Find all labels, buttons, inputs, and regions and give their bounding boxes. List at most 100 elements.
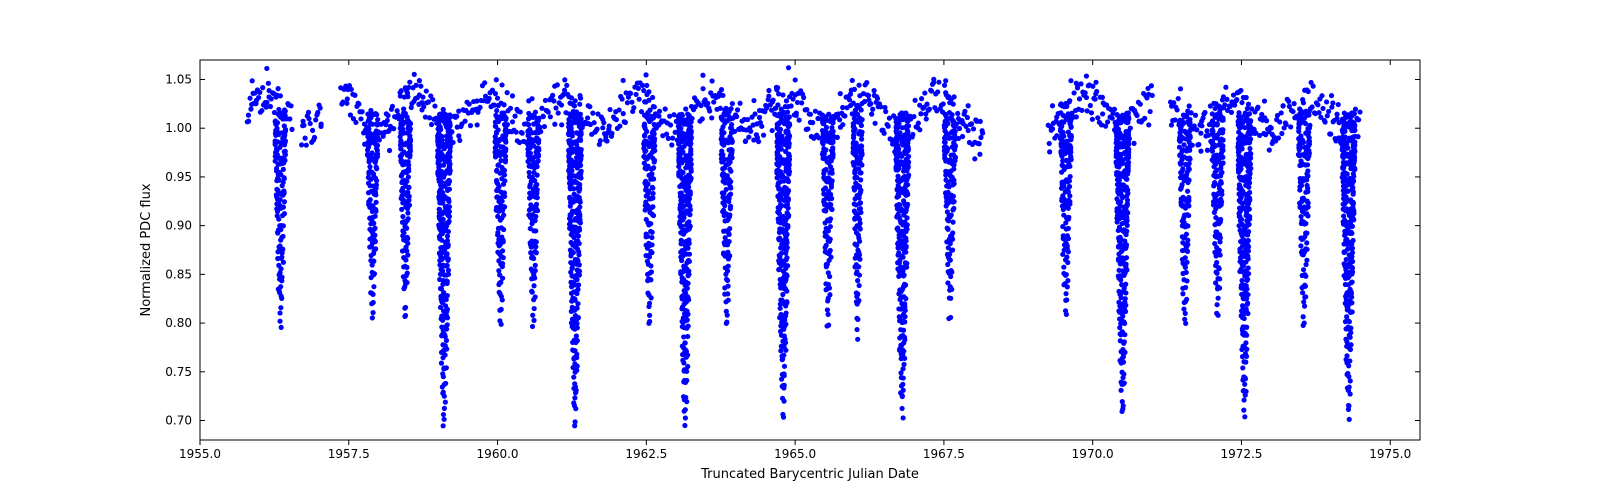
data-point <box>830 155 835 160</box>
data-point <box>375 154 380 159</box>
data-point <box>551 98 556 103</box>
data-point <box>372 233 377 238</box>
data-point <box>1247 206 1252 211</box>
data-point <box>536 152 541 157</box>
data-point <box>288 103 293 108</box>
data-point <box>385 113 390 118</box>
data-point <box>445 307 450 312</box>
data-point <box>371 284 376 289</box>
data-point <box>572 395 577 400</box>
data-point <box>787 154 792 159</box>
data-point <box>503 117 508 122</box>
data-point <box>530 324 535 329</box>
data-point <box>406 174 411 179</box>
data-point <box>457 138 462 143</box>
data-point <box>1326 109 1331 114</box>
data-point <box>1247 180 1252 185</box>
data-point <box>535 173 540 178</box>
data-point <box>573 98 578 103</box>
data-point <box>951 194 956 199</box>
data-point <box>1121 360 1126 365</box>
data-point <box>1243 376 1248 381</box>
data-point <box>1247 171 1252 176</box>
data-point <box>927 106 932 111</box>
data-point <box>1083 90 1088 95</box>
data-point <box>1066 111 1071 116</box>
data-point <box>1122 381 1127 386</box>
data-point <box>952 147 957 152</box>
data-point <box>436 120 441 125</box>
data-point <box>1047 141 1052 146</box>
data-point <box>858 177 863 182</box>
data-point <box>905 165 910 170</box>
data-point <box>1071 90 1076 95</box>
y-tick-label: 0.90 <box>165 219 192 233</box>
data-point <box>649 242 654 247</box>
x-tick-label: 1967.5 <box>923 447 965 461</box>
data-point <box>945 227 950 232</box>
data-point <box>924 116 929 121</box>
data-point <box>406 216 411 221</box>
data-point <box>1123 290 1128 295</box>
data-point <box>1309 104 1314 109</box>
data-point <box>685 317 690 322</box>
data-point <box>1288 124 1293 129</box>
data-point <box>446 219 451 224</box>
data-point <box>700 116 705 121</box>
data-point <box>931 77 936 82</box>
data-point <box>312 135 317 140</box>
data-point <box>1171 100 1176 105</box>
data-point <box>281 191 286 196</box>
data-point <box>579 132 584 137</box>
data-point <box>857 252 862 257</box>
data-point <box>919 96 924 101</box>
data-point <box>1298 243 1303 248</box>
data-point <box>783 340 788 345</box>
data-point <box>1064 297 1069 302</box>
data-point <box>477 105 482 110</box>
data-point <box>371 300 376 305</box>
data-point <box>629 100 634 105</box>
data-point <box>906 154 911 159</box>
data-point <box>282 138 287 143</box>
data-point <box>1065 278 1070 283</box>
data-point <box>949 287 954 292</box>
data-point <box>689 135 694 140</box>
data-point <box>902 319 907 324</box>
data-point <box>546 109 551 114</box>
data-point <box>727 239 732 244</box>
data-point <box>499 82 504 87</box>
data-point <box>575 301 580 306</box>
data-point <box>652 104 657 109</box>
data-point <box>360 109 365 114</box>
data-point <box>1245 277 1250 282</box>
data-point <box>276 86 281 91</box>
data-point <box>282 199 287 204</box>
data-point <box>408 126 413 131</box>
data-point <box>1219 202 1224 207</box>
data-point <box>533 294 538 299</box>
data-point <box>279 255 284 260</box>
data-point <box>264 66 269 71</box>
data-point <box>903 308 908 313</box>
data-point <box>776 91 781 96</box>
data-point <box>1093 80 1098 85</box>
data-point <box>980 128 985 133</box>
data-point <box>683 106 688 111</box>
data-point <box>1183 321 1188 326</box>
data-point <box>784 273 789 278</box>
data-point <box>1068 149 1073 154</box>
data-point <box>1084 73 1089 78</box>
data-point <box>855 291 860 296</box>
data-point <box>1303 284 1308 289</box>
data-point <box>917 127 922 132</box>
data-point <box>279 278 284 283</box>
data-point <box>799 100 804 105</box>
data-point <box>781 353 786 358</box>
data-point <box>966 128 971 133</box>
data-point <box>495 96 500 101</box>
data-point <box>447 171 452 176</box>
data-point <box>680 170 685 175</box>
data-point <box>518 109 523 114</box>
data-point <box>439 361 444 366</box>
